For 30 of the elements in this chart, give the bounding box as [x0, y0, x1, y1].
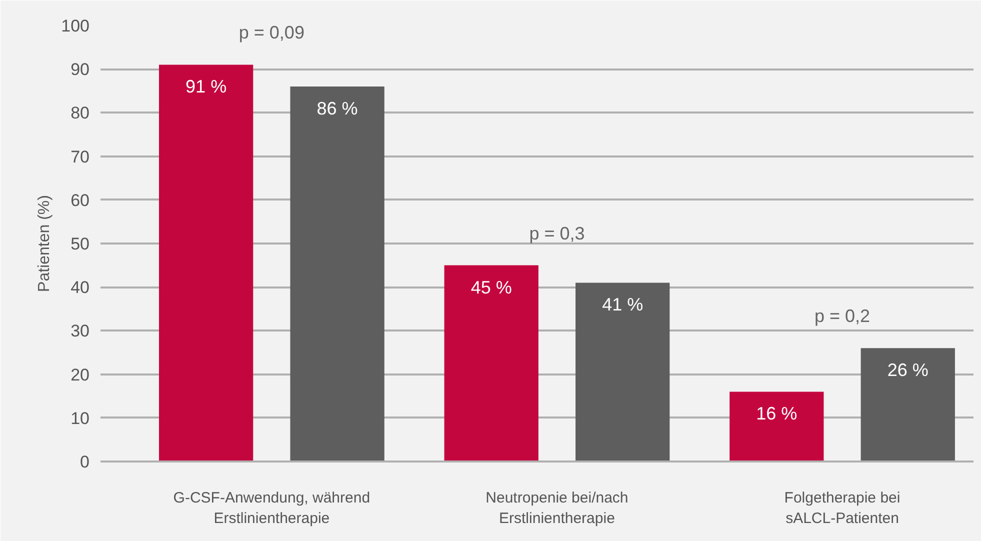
y-axis-title: Patienten (%): [36, 195, 54, 292]
y-tick-label: 70: [70, 147, 90, 166]
data-label: 16 %: [756, 404, 798, 424]
bar: [290, 86, 384, 462]
y-tick-label: 50: [70, 234, 90, 254]
x-tick-label: Neutropenie bei/nach Erstlinientherapie: [486, 490, 628, 527]
annotation: p = 0,2: [814, 306, 870, 326]
y-tick-label: 90: [70, 60, 90, 80]
bar: [158, 64, 254, 462]
annotation: p = 0,3: [529, 223, 585, 244]
data-label: 41 %: [602, 294, 644, 315]
bar: [730, 392, 824, 462]
y-tick-label: 30: [70, 322, 90, 341]
y-tick-label: 100: [61, 16, 90, 36]
annotation: p = 0,09: [238, 22, 304, 43]
data-label: 91 %: [186, 76, 227, 97]
x-tick-label: G-CSF-Anwendung, während Erstlinientherapie: [173, 490, 370, 527]
x-tick-label: Folgetherapie bei sALCL-Patienten: [784, 490, 900, 527]
data-label: 26 %: [887, 360, 928, 380]
bar: [576, 282, 670, 462]
y-tick-label: 40: [70, 278, 90, 298]
y-tick-label: 80: [70, 104, 90, 123]
y-tick-label: 60: [70, 190, 90, 210]
data-label: 86 %: [316, 98, 358, 119]
bar: [444, 265, 538, 462]
y-tick-label: 10: [70, 408, 90, 428]
data-label: 45 %: [470, 277, 512, 298]
y-tick-label: 0: [80, 452, 90, 472]
y-tick-label: 20: [70, 365, 90, 384]
bar: [860, 348, 955, 462]
